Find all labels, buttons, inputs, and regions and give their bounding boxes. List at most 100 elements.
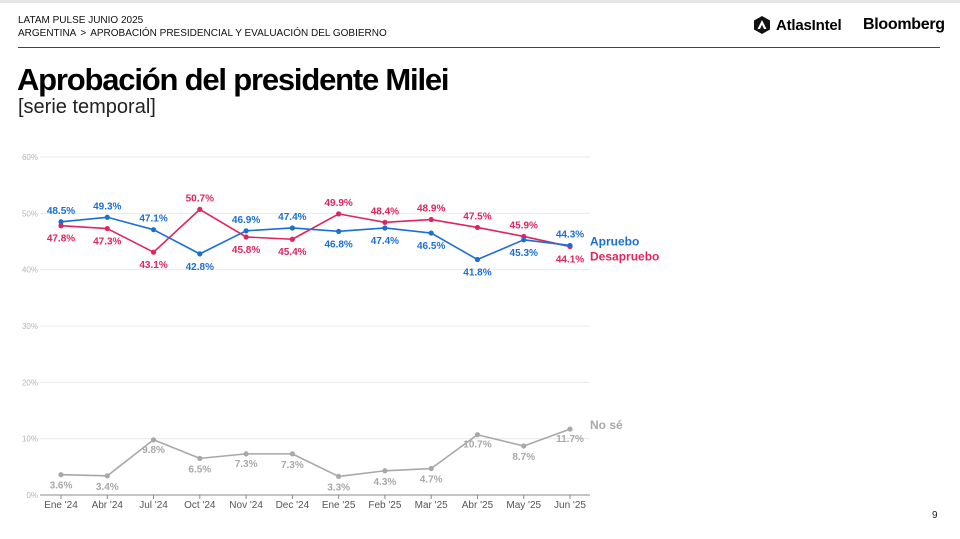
point-apruebo [382,225,388,231]
top-border [0,0,960,3]
data-label-nose: 3.4% [96,482,119,493]
data-label-nose: 7.3% [235,459,258,470]
data-label-desapruebo: 45.9% [510,220,538,231]
point-desapruebo [197,206,203,212]
series-name-nose: No sé [590,418,623,432]
data-label-desapruebo: 45.4% [278,247,306,258]
data-label-desapruebo: 44.1% [556,255,584,266]
chart-labels: 48.5% 47.8% 3.6% 49.3% 47.3% 3.4% 47.1% 43.1% 9.… [47,193,660,493]
data-label-desapruebo: 48.9% [417,204,445,215]
x-tick-label: Dec '24 [276,500,310,511]
data-label-nose: 9.8% [142,445,165,456]
point-desapruebo [336,211,342,217]
data-label-nose: 11.7% [556,434,584,445]
data-label-nose: 10.7% [463,440,491,451]
point-desapruebo [474,224,481,231]
header-divider [18,47,940,48]
data-label-apruebo: 47.4% [278,212,306,223]
line-apruebo [60,216,571,261]
x-tick-label: May '25 [506,500,541,511]
data-label-apruebo: 45.3% [510,248,538,259]
data-label-apruebo: 46.8% [324,239,352,250]
point-apruebo [474,256,481,263]
data-label-nose: 8.7% [512,452,535,463]
x-tick-label: Oct '24 [184,500,216,511]
chart-grid [40,156,590,440]
data-label-apruebo: 47.4% [371,236,399,247]
y-tick-label: 20% [22,378,38,387]
point-nose [243,451,249,457]
x-tick-label: Mar '25 [415,500,448,511]
point-nose [150,437,157,443]
breadcrumb: ARGENTINA > APROBACIÓN PRESIDENCIAL Y EVAL… [18,27,387,40]
data-label-apruebo: 46.5% [417,241,445,252]
x-tick-label: Abr '24 [92,500,124,511]
point-nose [58,472,64,478]
point-apruebo [243,228,249,234]
report-header: LATAM PULSE JUNIO 2025 ARGENTINA > APROBAC… [18,14,387,40]
y-tick-label: 0% [26,491,38,500]
page-subtitle: [serie temporal] [18,96,156,118]
point-nose [382,468,388,474]
point-desapruebo [150,249,157,255]
data-label-nose: 7.3% [281,460,304,471]
breadcrumb-topic: APROBACIÓN PRESIDENCIAL Y EVALUACIÓN DEL… [90,28,387,39]
point-apruebo [150,227,157,233]
data-label-apruebo: 47.1% [139,214,167,225]
y-tick-label: 30% [22,322,38,331]
point-apruebo [567,242,573,249]
page-title: Aprobación del presidente Milei [17,62,450,97]
chart-series [58,206,573,480]
point-desapruebo [104,225,110,232]
data-label-desapruebo: 50.7% [186,193,214,204]
report-name: LATAM PULSE JUNIO 2025 [18,15,144,26]
page-number: 9 [932,510,938,521]
point-desapruebo [58,223,64,229]
y-tick-label: 10% [22,435,38,444]
point-nose [521,443,527,449]
data-label-nose: 3.3% [327,482,350,493]
point-desapruebo [243,234,249,240]
x-tick-label: Ene '25 [322,500,356,511]
x-tick-label: Ene '24 [44,500,78,511]
line-desapruebo [60,208,571,254]
point-nose [428,465,434,472]
data-label-nose: 4.3% [374,477,397,488]
point-nose [197,455,203,461]
atlasintel-logo: AtlasIntel [752,15,842,35]
breadcrumb-separator: > [80,28,87,39]
point-apruebo [104,214,110,220]
point-nose [474,432,481,438]
data-label-apruebo: 41.8% [463,268,491,279]
x-tick-label: Nov '24 [229,500,263,511]
data-label-apruebo: 42.8% [186,262,214,273]
data-label-desapruebo: 47.5% [463,211,491,222]
point-desapruebo [428,216,434,223]
point-desapruebo [382,219,388,225]
point-apruebo [289,225,295,231]
x-tick-label: Jul '24 [139,500,168,511]
data-label-nose: 4.7% [420,475,443,486]
data-label-apruebo: 44.3% [556,229,584,240]
x-tick-label: Feb '25 [368,500,401,511]
data-label-desapruebo: 47.3% [93,237,121,248]
chart-axes: 0% 10% 20% 30% 40% 50% 60% Ene '24 Abr '24 Jul '2… [22,153,590,511]
y-tick-label: 40% [22,266,38,275]
y-tick-label: 60% [22,153,38,162]
atlasintel-logo-text: AtlasIntel [776,16,842,34]
data-label-desapruebo: 48.4% [371,206,399,217]
y-tick-label: 50% [22,209,38,218]
data-label-desapruebo: 45.8% [232,245,260,256]
breadcrumb-country: ARGENTINA [18,28,77,39]
series-name-desapruebo: Desapruebo [590,250,659,264]
point-apruebo [197,251,203,257]
point-apruebo [521,237,527,243]
x-tick-label: Abr '25 [462,500,494,511]
data-label-apruebo: 48.5% [47,206,75,217]
point-apruebo [428,230,434,236]
point-nose [336,473,342,480]
point-apruebo [58,219,64,225]
series-name-apruebo: Apruebo [590,234,639,248]
data-label-apruebo: 46.9% [232,215,260,226]
